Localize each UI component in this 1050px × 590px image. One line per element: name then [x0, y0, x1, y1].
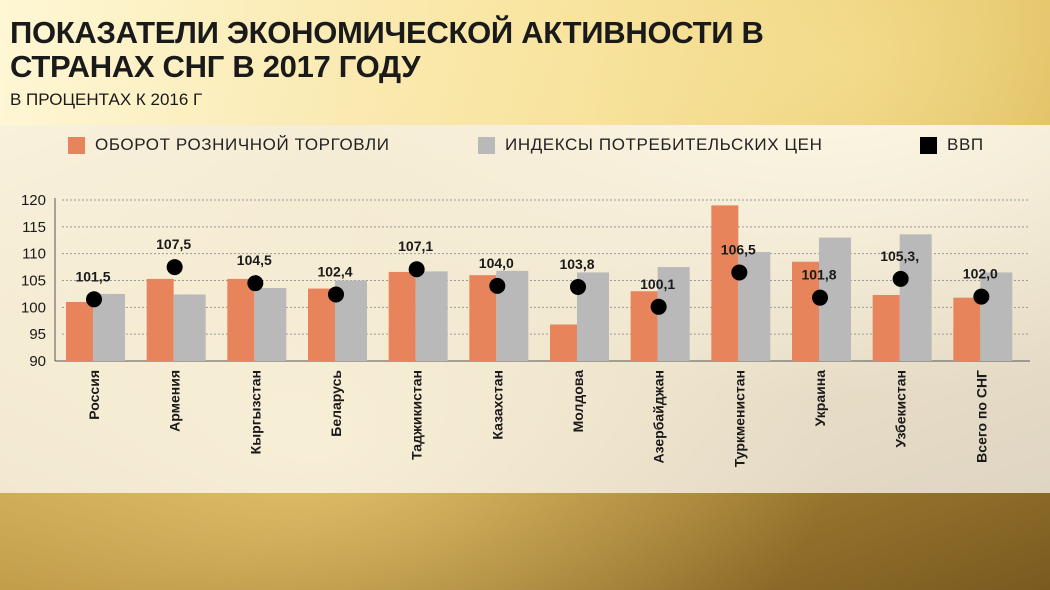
- category-label: Беларусь: [328, 370, 344, 437]
- retail-bar: [792, 261, 819, 361]
- cpi-bar: [657, 267, 690, 361]
- gdp-data-label: 100,1: [640, 276, 675, 292]
- gdp-point: [731, 264, 748, 281]
- chart-subtitle: В ПРОЦЕНТАХ К 2016 Г: [10, 90, 203, 109]
- cpi-bar: [980, 272, 1013, 361]
- retail-bar: [146, 278, 174, 361]
- cpi-bar: [415, 271, 448, 361]
- retail-bar: [711, 205, 739, 361]
- category-label: Таджикистан: [409, 370, 425, 460]
- retail-bar: [872, 294, 900, 361]
- gdp-point: [247, 275, 264, 292]
- cpi-bar: [254, 288, 287, 361]
- gdp-point: [86, 291, 102, 308]
- gdp-data-label: 101,8: [801, 267, 836, 283]
- retail-bar: [308, 288, 335, 361]
- y-tick-label: 100: [21, 299, 46, 316]
- gdp-point: [812, 289, 828, 306]
- gdp-data-label: 105,3,: [880, 248, 919, 264]
- gdp-point: [166, 259, 183, 276]
- y-tick-label: 110: [22, 246, 46, 263]
- gdp-point: [650, 298, 667, 315]
- gdp-point: [408, 261, 425, 278]
- gdp-data-label: 101,5: [75, 268, 110, 284]
- gdp-data-label: 107,5: [156, 236, 191, 252]
- header-band: [0, 0, 1050, 125]
- retail-bar: [388, 271, 416, 361]
- gdp-data-label: 104,0: [479, 255, 514, 271]
- retail-bar: [227, 278, 255, 361]
- legend-swatch-retail: [68, 136, 85, 154]
- y-tick-label: 95: [29, 326, 46, 343]
- legend: ОБОРОТ РОЗНИЧНОЙ ТОРГОВЛИ ИНДЕКСЫ ПОТРЕБ…: [0, 133, 1050, 157]
- gdp-data-label: 102,0: [963, 266, 998, 282]
- legend-label-gdp: ВВП: [947, 135, 984, 154]
- category-label: Молдова: [570, 370, 586, 433]
- legend-item-retail: ОБОРОТ РОЗНИЧНОЙ ТОРГОВЛИ: [68, 133, 390, 157]
- category-label: Туркменистан: [731, 370, 747, 467]
- gdp-data-label: 103,8: [559, 256, 594, 272]
- legend-swatch-cpi: [478, 136, 495, 154]
- category-label: Узбекистан: [893, 370, 909, 448]
- y-tick-label: 90: [29, 353, 46, 370]
- gdp-point: [489, 277, 506, 294]
- gdp-data-label: 106,5: [721, 241, 756, 257]
- gdp-point: [328, 286, 344, 303]
- retail-bar: [953, 297, 981, 361]
- gdp-data-label: 104,5: [237, 252, 272, 268]
- retail-bar: [66, 301, 93, 361]
- category-label: Азербайджан: [651, 370, 667, 464]
- y-tick-label: 120: [21, 192, 46, 209]
- retail-bar: [550, 324, 577, 361]
- gdp-data-label: 107,1: [398, 238, 433, 254]
- category-label: Казахстан: [489, 370, 505, 440]
- category-label: Кыргызстан: [247, 370, 263, 454]
- legend-swatch-gdp: [920, 136, 937, 154]
- category-label: Армения: [167, 370, 183, 432]
- category-label: Украина: [812, 370, 828, 427]
- legend-item-gdp: ВВП: [920, 133, 984, 157]
- y-tick-label: 115: [22, 219, 46, 236]
- category-label: Всего по СНГ: [973, 370, 989, 463]
- legend-label-retail: ОБОРОТ РОЗНИЧНОЙ ТОРГОВЛИ: [95, 135, 390, 154]
- gdp-point: [973, 288, 990, 305]
- y-tick-label: 105: [21, 273, 46, 290]
- gdp-point: [892, 270, 909, 287]
- chart-title: ПОКАЗАТЕЛИ ЭКОНОМИЧЕСКОЙ АКТИВНОСТИ В СТ…: [10, 15, 764, 84]
- legend-label-cpi: ИНДЕКСЫ ПОТРЕБИТЕЛЬСКИХ ЦЕН: [505, 135, 823, 154]
- gdp-data-label: 102,4: [317, 263, 352, 279]
- category-label: Россия: [86, 370, 102, 420]
- legend-item-cpi: ИНДЕКСЫ ПОТРЕБИТЕЛЬСКИХ ЦЕН: [478, 133, 823, 157]
- gdp-point: [570, 278, 586, 295]
- cpi-bar: [899, 234, 932, 361]
- cpi-bar: [173, 294, 206, 361]
